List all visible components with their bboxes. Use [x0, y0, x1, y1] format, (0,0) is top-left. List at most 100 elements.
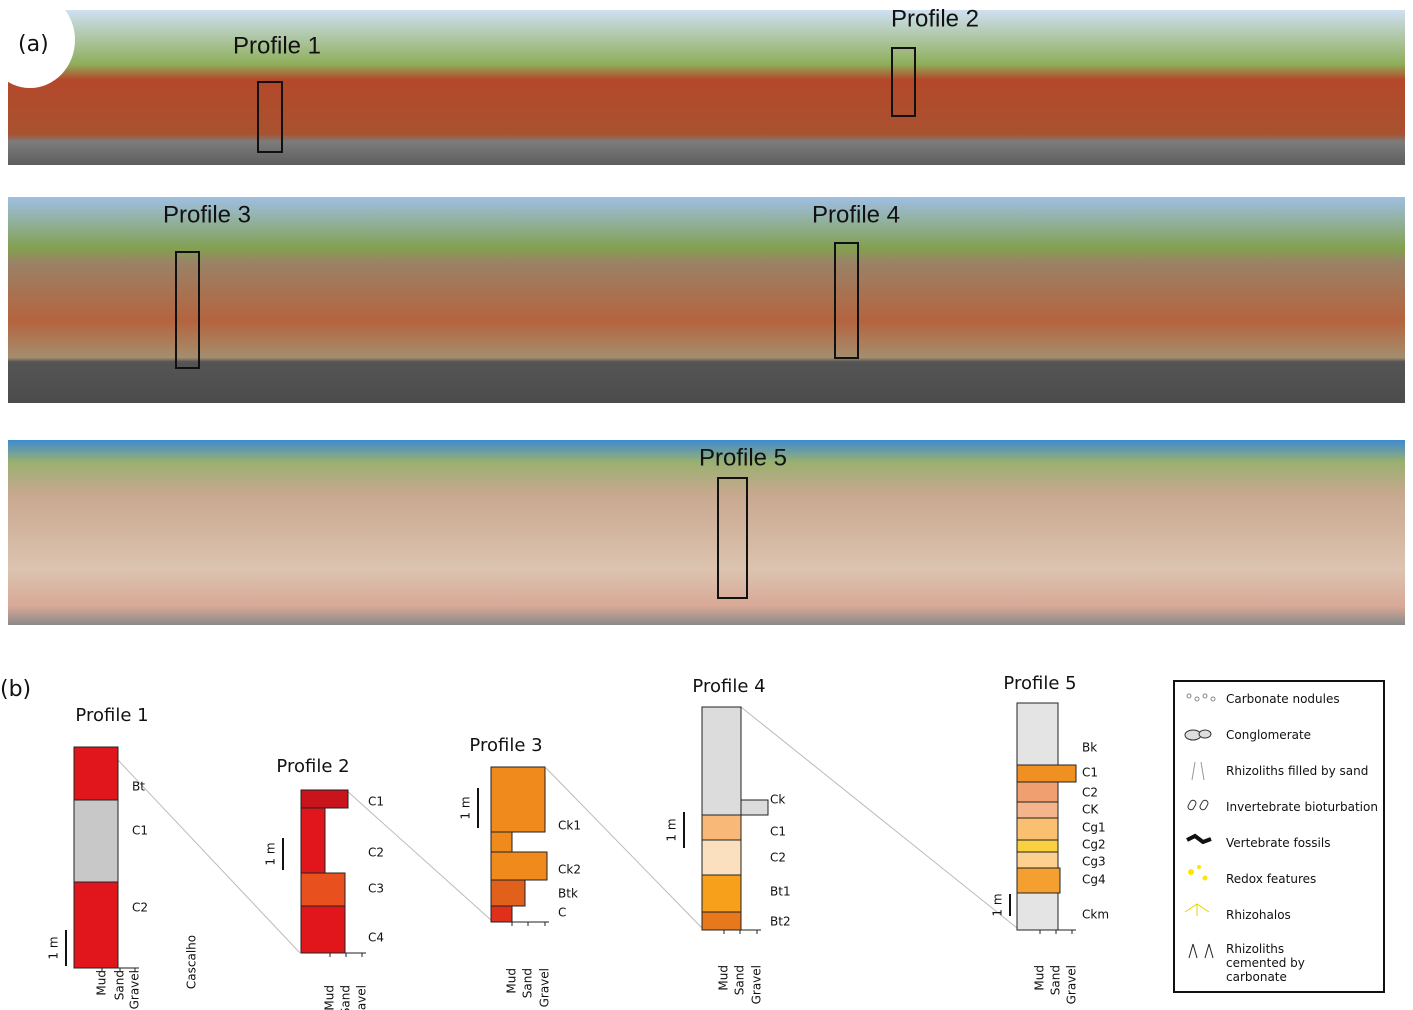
profile-box	[834, 242, 859, 359]
profile-title: Profile 2	[276, 756, 349, 777]
scale-label: 1 m	[47, 936, 61, 959]
grain-label: Gravel	[1065, 965, 1079, 1004]
horizon-label: Ck2	[558, 863, 581, 877]
grain-label: Mud	[717, 965, 731, 991]
profile-box	[717, 477, 748, 599]
profile-title: Profile 4	[692, 676, 765, 697]
horizon-label: Cg2	[1082, 838, 1106, 852]
grain-label: Gravel	[538, 968, 552, 1007]
grain-label: Sand	[339, 985, 353, 1010]
horizon-label: Btk	[558, 887, 578, 901]
horizon	[1016, 867, 1061, 894]
horizon-label: C	[558, 906, 566, 920]
horizon	[1016, 839, 1059, 853]
horizon	[490, 851, 548, 881]
scale-label: 1 m	[991, 893, 1005, 916]
horizon	[1016, 781, 1059, 803]
horizon-label: Bt	[132, 780, 145, 794]
horizon-label: Bt1	[770, 885, 791, 899]
legend-item: Carbonate nodules	[1226, 692, 1340, 706]
horizon	[701, 706, 742, 816]
grain-label: Mud	[95, 970, 109, 996]
photo-strip	[8, 10, 1405, 165]
legend-item: Redox features	[1226, 872, 1317, 886]
correlation-lines	[117, 706, 1018, 954]
horizon-label: Bt2	[770, 915, 791, 929]
horizon	[701, 911, 742, 931]
horizon-label: C2	[770, 851, 786, 865]
legend-item: Rhizohalos	[1226, 908, 1291, 922]
horizon-label: Cg4	[1082, 873, 1106, 887]
photo-label: Profile 4	[812, 201, 900, 228]
horizon	[701, 839, 742, 876]
horizon	[300, 905, 346, 954]
grain-label: Gravel	[128, 970, 142, 1009]
panel-label: (a)	[18, 32, 49, 57]
horizon	[1016, 817, 1059, 841]
horizon	[300, 807, 326, 874]
label-backdrop	[0, 0, 75, 88]
horizon-label: C2	[132, 901, 148, 915]
scale-label: 1 m	[665, 818, 679, 841]
scale-label: 1 m	[459, 796, 473, 819]
horizon-label: Ckm	[1082, 908, 1109, 922]
legend: Carbonate nodules Conglomerate Rhizoliths …	[1173, 680, 1385, 993]
horizon	[490, 831, 513, 853]
grain-label: Sand	[521, 968, 535, 998]
horizon-label: C1	[368, 795, 384, 809]
grain-label: Mud	[505, 968, 519, 994]
photo-label: Profile 3	[163, 201, 251, 228]
horizon	[1016, 851, 1059, 869]
horizon-label: C1	[770, 825, 786, 839]
horizon-label: C1	[132, 824, 148, 838]
horizon-label: C2	[368, 846, 384, 860]
horizon	[300, 789, 349, 809]
horizon	[73, 746, 119, 801]
horizon-label: CK	[1082, 803, 1099, 817]
horizon-label: C2	[1082, 786, 1098, 800]
legend-item: Conglomerate	[1226, 728, 1312, 742]
note: Cascalho	[185, 935, 199, 989]
horizon	[1016, 702, 1059, 766]
profile-title: Profile 5	[1003, 673, 1076, 694]
horizon	[701, 814, 742, 841]
legend-item: Invertebrate bioturbation	[1226, 800, 1378, 814]
horizon	[490, 879, 526, 907]
profile-box	[891, 47, 916, 117]
horizon	[1016, 764, 1077, 783]
photo-strip	[8, 440, 1405, 625]
horizon-label: Bk	[1082, 741, 1097, 755]
photo-label: Profile 1	[233, 32, 321, 59]
horizon-label: Cg3	[1082, 855, 1106, 869]
horizon	[73, 799, 119, 883]
horizon	[1016, 892, 1059, 931]
horizon	[701, 874, 742, 913]
photo-strip	[8, 197, 1405, 403]
legend-item: Rhizoliths filled by sand	[1226, 764, 1369, 778]
scale-label: 1 m	[264, 842, 278, 865]
horizon-label: C1	[1082, 766, 1098, 780]
grain-label: Sand	[733, 965, 747, 995]
legend-item: Vertebrate fossils	[1226, 836, 1331, 850]
photo-label: Profile 2	[891, 5, 979, 32]
grain-label: Mud	[1033, 965, 1047, 991]
grain-label: Sand	[1049, 965, 1063, 995]
horizon	[73, 881, 119, 969]
horizon-label: C4	[368, 931, 384, 945]
horizon-label: Cg1	[1082, 821, 1106, 835]
grain-label: Sand	[113, 970, 127, 1000]
photo-label: Profile 5	[699, 444, 787, 471]
horizon	[490, 905, 513, 923]
profile-box	[175, 251, 200, 369]
horizon-label: Ck1	[558, 819, 581, 833]
legend-item: Rhizoliths cemented by carbonate	[1226, 942, 1305, 984]
horizon	[490, 766, 546, 833]
grain-label: Gravel	[750, 965, 764, 1004]
grain-label: Gravel	[355, 985, 369, 1010]
horizon	[300, 872, 346, 907]
profile-box	[257, 81, 283, 153]
legend-symbols	[1184, 693, 1216, 959]
horizon-label: Ck	[770, 793, 785, 807]
